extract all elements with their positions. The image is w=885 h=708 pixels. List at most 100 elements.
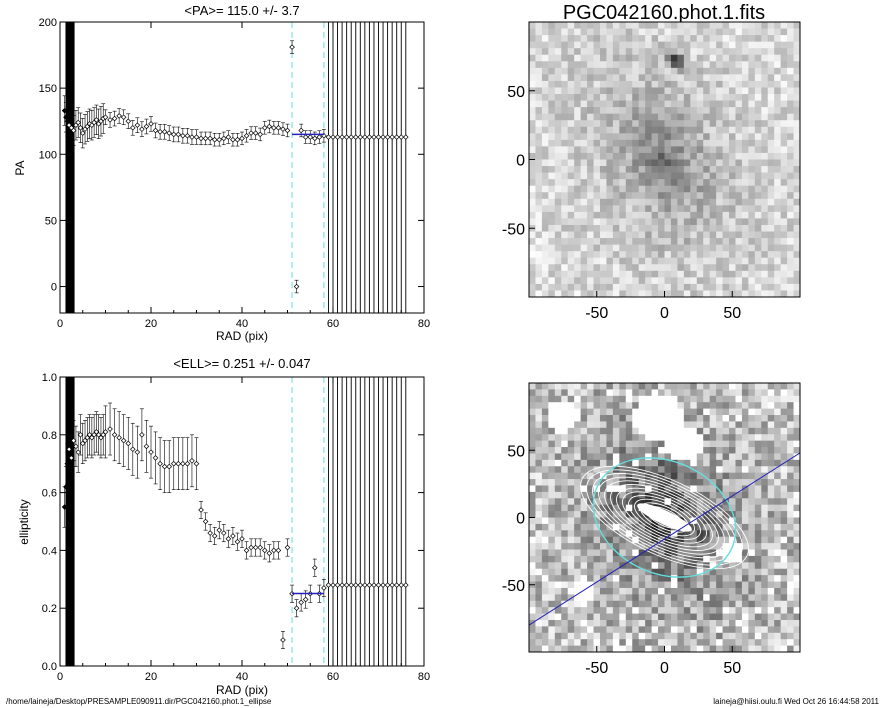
img2-pixel	[754, 632, 762, 640]
img1-pixel	[664, 198, 672, 206]
img1-pixel	[561, 80, 569, 89]
img2-pixel	[696, 575, 704, 583]
img1-pixel	[645, 179, 653, 187]
img1-pixel	[574, 192, 582, 200]
img2-pixel	[793, 607, 800, 615]
img1-pixel	[690, 126, 698, 134]
img2-pixel	[541, 632, 549, 640]
img2-pixel	[580, 639, 588, 647]
pa-point	[143, 123, 150, 130]
img2-pixel	[754, 459, 762, 467]
img1-pixel	[716, 87, 724, 95]
img1-pixel	[716, 152, 724, 161]
img1-pixel	[625, 139, 633, 148]
img1-pixel	[690, 290, 698, 297]
img2-pixel	[696, 408, 704, 416]
img2-pixel	[529, 645, 537, 652]
img2-pixel	[696, 485, 704, 493]
img1-pixel	[625, 257, 633, 265]
img2-pixel	[761, 415, 769, 423]
img2-pixel	[638, 517, 646, 525]
img1-pixel	[767, 224, 775, 233]
img2-pixel	[716, 511, 724, 519]
img2-pixel	[683, 536, 691, 544]
ell-point	[257, 544, 263, 551]
img2-pixel	[793, 472, 800, 480]
img1-pixel	[729, 133, 737, 141]
img1-pixel	[599, 120, 608, 128]
img1-pixel	[780, 244, 788, 252]
img2-pixel	[664, 504, 672, 512]
img2-pixel	[632, 607, 640, 615]
img1-pixel	[787, 244, 795, 252]
img1-pixel	[619, 264, 627, 272]
img2-isophote	[580, 465, 749, 570]
img1-pixel	[690, 139, 698, 148]
img2-pixel	[632, 645, 640, 652]
img1-pixel	[619, 35, 627, 43]
img1-pixel	[529, 257, 537, 265]
img1-pixel	[767, 133, 775, 141]
img2-pixel	[664, 472, 672, 480]
img2-pixel	[793, 562, 800, 570]
img1-pixel	[574, 22, 582, 30]
img1-pixel	[599, 238, 608, 246]
img2-pixel	[709, 517, 717, 525]
img2-pixel	[587, 600, 595, 608]
img1-pixel	[703, 244, 711, 252]
img1-pixel	[645, 270, 653, 278]
ell-point	[339, 582, 345, 588]
img1-pixel	[651, 139, 659, 148]
img2-pixel	[658, 619, 666, 627]
pa-ytick-label: 150	[39, 83, 57, 95]
img1-pixel	[593, 264, 601, 272]
img2-pixel	[696, 447, 704, 455]
ell-chart-ylabel: ellipticity	[17, 499, 31, 544]
img2-pixel	[554, 600, 562, 608]
img2-pixel	[677, 619, 685, 627]
img2-pixel	[787, 549, 795, 557]
img2-pixel	[703, 626, 711, 634]
img2-pixel	[735, 600, 743, 608]
img1-pixel	[716, 205, 724, 213]
img2-pixel	[561, 504, 569, 512]
ell-point	[70, 437, 77, 444]
img2-pixel	[709, 523, 717, 531]
img1-pixel	[748, 100, 756, 108]
img2-pixel	[535, 447, 543, 455]
img1-pixel	[696, 172, 704, 180]
img2-pixel	[677, 415, 685, 423]
img1-pixel	[670, 192, 678, 200]
img2-pixel	[709, 466, 717, 474]
img2-pixel	[741, 466, 749, 474]
img1-pixel	[632, 166, 640, 174]
img1-pixel	[735, 264, 743, 272]
pa-point	[352, 134, 359, 140]
ell-point	[75, 449, 81, 455]
img1-pixel	[716, 198, 724, 206]
img1-pixel	[541, 146, 549, 154]
img2-pixel	[741, 530, 749, 538]
img1-pixel	[761, 238, 769, 246]
pa-point	[184, 132, 191, 139]
img2-pixel	[548, 619, 556, 627]
img1-pixel	[664, 87, 672, 95]
img2-pixel	[761, 536, 769, 544]
img1-pixel	[587, 218, 595, 226]
img2-pixel	[703, 645, 711, 652]
img1-pixel	[683, 270, 691, 278]
img1-pixel	[741, 67, 749, 75]
pa-point	[207, 135, 213, 142]
img1-pixel	[696, 283, 704, 292]
ell-ytick-label: 0.2	[42, 603, 57, 615]
img1-pixel	[658, 257, 666, 265]
img2-pixel	[645, 626, 653, 634]
img2-pixel	[638, 421, 646, 429]
img2-pixel	[606, 555, 614, 563]
img1-pixel	[651, 270, 659, 278]
img2-pixel	[748, 479, 756, 487]
img1-pixel	[587, 28, 595, 36]
img1-pixel	[793, 107, 800, 115]
img1-pixel	[651, 172, 659, 180]
img2-pixel	[754, 555, 762, 563]
